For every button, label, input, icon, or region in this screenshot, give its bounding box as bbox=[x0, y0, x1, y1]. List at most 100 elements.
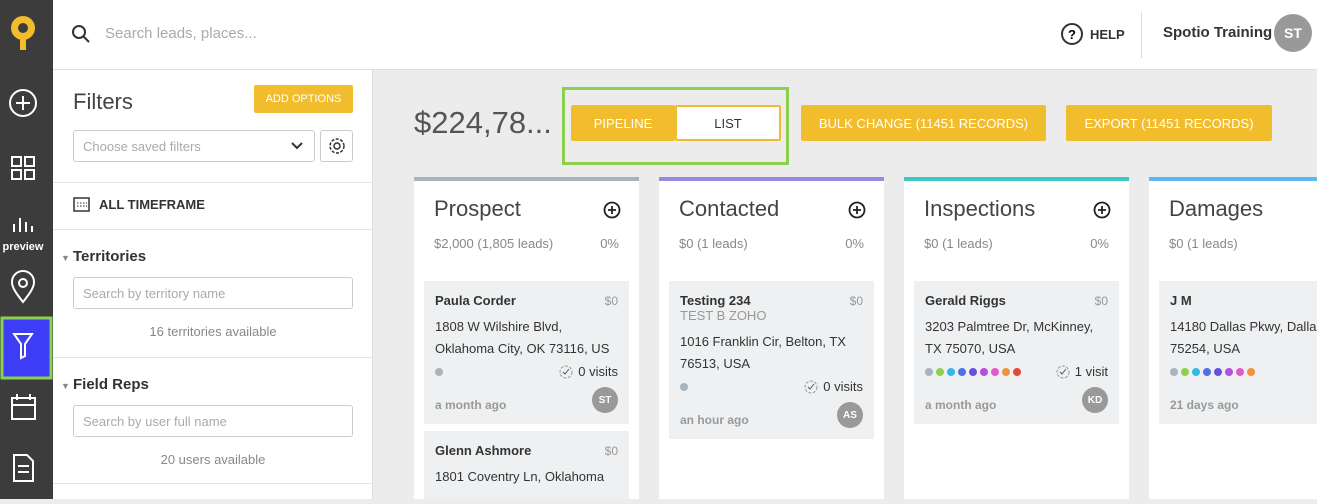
add-lead-button[interactable] bbox=[1093, 201, 1111, 219]
visit-count: 0 visits bbox=[823, 379, 863, 394]
visits: 1 visit bbox=[1056, 364, 1108, 379]
column-summary: $0 (1 leads) bbox=[1169, 236, 1238, 251]
pipeline-column: Prospect 0% $2,000 (1,805 leads) Paula Cord… bbox=[414, 177, 639, 499]
column-title: Inspections bbox=[924, 196, 1036, 221]
column-percent: 0% bbox=[1090, 236, 1109, 251]
saved-filters-select[interactable]: Choose saved filters bbox=[73, 130, 315, 162]
lead-card[interactable]: J M 14180 Dallas Pkwy, Dallas, TX 75254, … bbox=[1159, 281, 1317, 424]
status-dot bbox=[1170, 368, 1178, 376]
svg-text:?: ? bbox=[1068, 27, 1076, 42]
lead-card[interactable]: Gerald Riggs $0 3203 Palmtree Dr, McKinney… bbox=[914, 281, 1119, 424]
status-dot bbox=[980, 368, 988, 376]
filters-title: Filters bbox=[73, 89, 133, 114]
last-activity: an hour ago bbox=[680, 413, 749, 427]
column-percent: 0% bbox=[600, 236, 619, 251]
timeframe-filter[interactable]: ALL TIMEFRAME bbox=[99, 197, 205, 212]
status-row: 1 visit bbox=[925, 364, 1108, 384]
status-dot bbox=[680, 383, 688, 391]
lead-name: Glenn Ashmore bbox=[435, 443, 532, 458]
last-activity: a month ago bbox=[435, 398, 507, 412]
visits: 0 visits bbox=[559, 364, 618, 379]
help-link[interactable]: HELP bbox=[1090, 27, 1125, 42]
export-button[interactable]: EXPORT (11451 RECORDS) bbox=[1066, 105, 1272, 141]
column-title: Damages bbox=[1169, 196, 1264, 221]
lead-address: 1808 W Wilshire Blvd, Oklahoma City, OK … bbox=[435, 319, 610, 356]
status-dot bbox=[969, 368, 977, 376]
lead-card[interactable]: Paula Corder $0 1808 W Wilshire Blvd, Okla… bbox=[424, 281, 629, 424]
nav-rail: preview bbox=[0, 0, 53, 499]
filters-panel: Filters ADD OPTIONS Choose saved filters… bbox=[53, 70, 373, 499]
lead-amount: $0 bbox=[1094, 294, 1108, 308]
territory-search[interactable]: Search by territory name bbox=[73, 277, 353, 309]
lead-card[interactable]: Testing 234 TEST B ZOHO $0 1016 Franklin Ci… bbox=[669, 281, 874, 439]
filters-nav-active[interactable] bbox=[0, 316, 53, 380]
status-dot bbox=[1247, 368, 1255, 376]
status-dot bbox=[936, 368, 944, 376]
owner-avatar: AS bbox=[837, 402, 863, 428]
lead-address: 3203 Palmtree Dr, McKinney, TX 75070, US… bbox=[925, 319, 1094, 356]
status-dot bbox=[1181, 368, 1189, 376]
owner-avatar: KD bbox=[1082, 387, 1108, 413]
lead-card[interactable]: Glenn Ashmore $0 1801 Coventry Ln, Oklahom… bbox=[424, 431, 629, 499]
status-row: 0 visits bbox=[435, 364, 618, 384]
pipeline-toggle[interactable]: PIPELINE bbox=[571, 105, 675, 141]
search-input[interactable]: Search leads, places... bbox=[105, 25, 257, 42]
lead-amount: $0 bbox=[604, 444, 618, 458]
add-lead-button[interactable] bbox=[603, 201, 621, 219]
column-title: Prospect bbox=[434, 196, 521, 221]
status-dot bbox=[1002, 368, 1010, 376]
pipeline-column: Damages $0 (1 leads) J M 14180 Dallas Pkwy,… bbox=[1149, 177, 1317, 499]
lead-address: 1016 Franklin Cir, Belton, TX 76513, USA bbox=[680, 334, 846, 371]
column-summary: $2,000 (1,805 leads) bbox=[434, 236, 554, 251]
users-available: 20 users available bbox=[160, 452, 266, 467]
lead-name: J M bbox=[1170, 293, 1192, 308]
owner-avatar: ST bbox=[592, 387, 618, 413]
territories-available: 16 territories available bbox=[149, 324, 277, 339]
user-avatar[interactable]: ST bbox=[1274, 14, 1312, 52]
column-summary: $0 (1 leads) bbox=[924, 236, 993, 251]
lead-company: TEST B ZOHO bbox=[680, 308, 767, 323]
top-bar: Search leads, places... ? HELP Spotio Tr… bbox=[53, 0, 1317, 70]
lead-address: 1801 Coventry Ln, Oklahoma bbox=[435, 469, 605, 484]
user-name[interactable]: Spotio Training bbox=[1163, 24, 1273, 41]
settings-button[interactable] bbox=[320, 130, 353, 162]
bulk-change-button[interactable]: BULK CHANGE (11451 RECORDS) bbox=[801, 105, 1046, 141]
status-row: 0 visits bbox=[680, 379, 863, 399]
add-lead-button[interactable] bbox=[848, 201, 866, 219]
lead-name: Paula Corder bbox=[435, 293, 516, 308]
status-dot bbox=[1192, 368, 1200, 376]
column-percent: 0% bbox=[845, 236, 864, 251]
add-options-button[interactable]: ADD OPTIONS bbox=[254, 85, 353, 113]
status-dot bbox=[1203, 368, 1211, 376]
field-reps-title[interactable]: Field Reps bbox=[73, 376, 149, 393]
status-row bbox=[1170, 364, 1317, 384]
pipeline-column: Contacted 0% $0 (1 leads) Testing 234 TEST B… bbox=[659, 177, 884, 499]
lead-amount: $0 bbox=[849, 294, 863, 308]
visit-count: 1 visit bbox=[1074, 364, 1108, 379]
column-title: Contacted bbox=[679, 196, 780, 221]
visits: 0 visits bbox=[804, 379, 863, 394]
user-search[interactable]: Search by user full name bbox=[73, 405, 353, 437]
placeholder: Choose saved filters bbox=[83, 138, 201, 154]
pipeline-total: $224,78... bbox=[414, 105, 552, 140]
status-dot bbox=[958, 368, 966, 376]
list-toggle[interactable]: LIST bbox=[675, 105, 781, 141]
status-dot bbox=[925, 368, 933, 376]
lead-address: 14180 Dallas Pkwy, Dallas, TX 75254, USA bbox=[1170, 319, 1317, 356]
pipeline-column: Inspections 0% $0 (1 leads) Gerald Riggs $0 3… bbox=[904, 177, 1129, 499]
visit-count: 0 visits bbox=[578, 364, 618, 379]
status-dot bbox=[1013, 368, 1021, 376]
last-activity: a month ago bbox=[925, 398, 997, 412]
status-dot bbox=[991, 368, 999, 376]
territories-title[interactable]: Territories bbox=[73, 248, 147, 265]
nav-icons: preview bbox=[0, 16, 53, 482]
status-dot bbox=[947, 368, 955, 376]
status-dot bbox=[1236, 368, 1244, 376]
status-dot bbox=[435, 368, 443, 376]
status-dot bbox=[1214, 368, 1222, 376]
pipeline-board: $224,78... PIPELINE LIST BULK CHANGE (11… bbox=[374, 71, 1317, 499]
last-activity: 21 days ago bbox=[1170, 398, 1239, 412]
column-summary: $0 (1 leads) bbox=[679, 236, 748, 251]
lead-name: Gerald Riggs bbox=[925, 293, 1006, 308]
